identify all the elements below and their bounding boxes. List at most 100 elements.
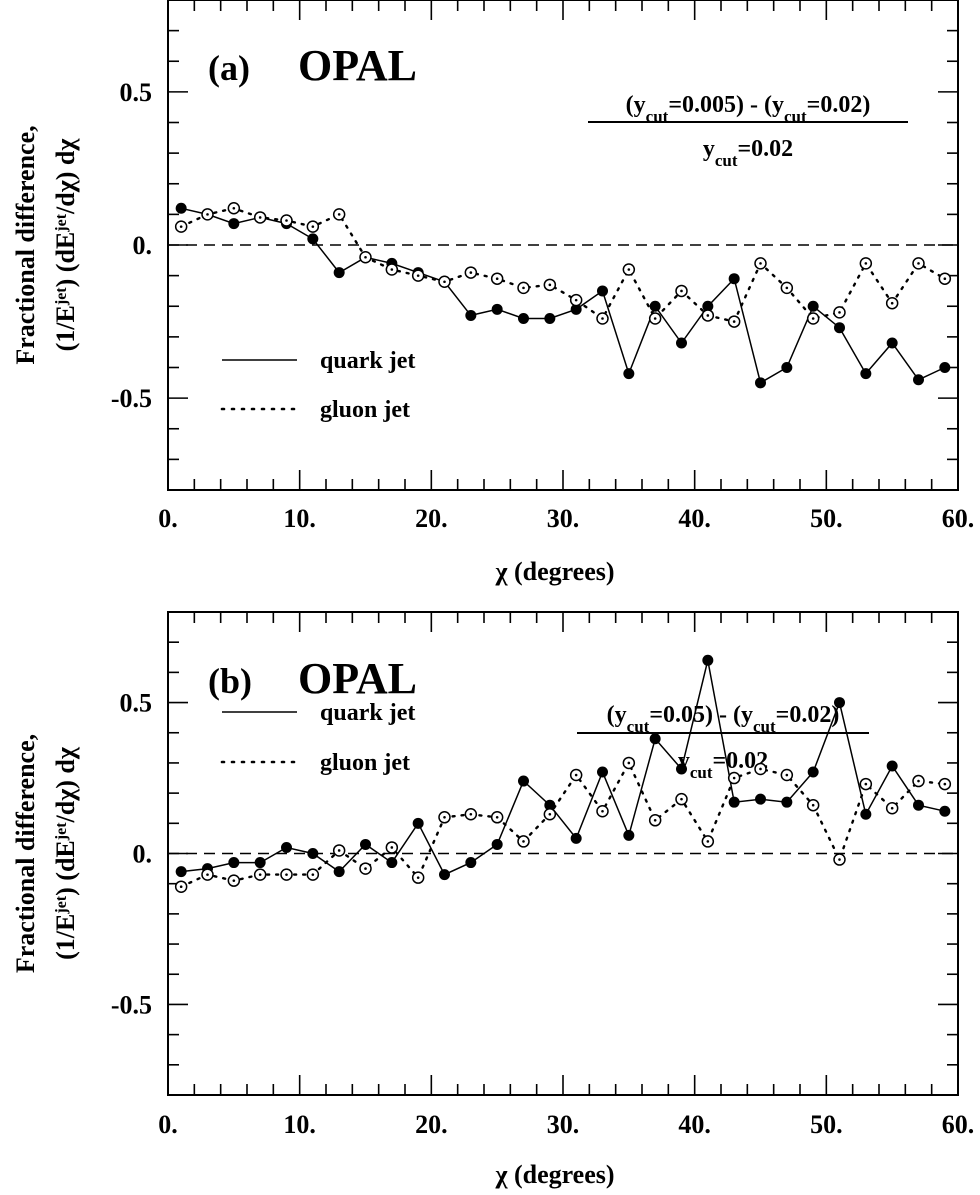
gluon-jet-point-center bbox=[390, 846, 394, 849]
quark-jet-point bbox=[939, 805, 951, 817]
quark-jet-point bbox=[228, 857, 240, 869]
gluon-jet-line bbox=[179, 760, 946, 888]
x-tick-label: 50. bbox=[810, 504, 843, 533]
y-tick-label: 0.5 bbox=[120, 689, 153, 718]
quark-jet-point bbox=[439, 869, 450, 881]
gluon-jet-point-center bbox=[443, 280, 446, 284]
quark-jet-point bbox=[333, 866, 345, 878]
quark-jet-point bbox=[597, 285, 608, 297]
quark-jet-point bbox=[649, 300, 661, 312]
quark-jet-point bbox=[623, 368, 635, 380]
quark-jet-point bbox=[781, 362, 793, 373]
gluon-jet-point-center bbox=[864, 262, 868, 265]
gluon-jet-point-center bbox=[443, 815, 446, 819]
quark-jet-point bbox=[597, 766, 608, 778]
gluon-jet-point-center bbox=[232, 879, 236, 882]
quark-jet-point bbox=[755, 793, 766, 805]
quark-jet-point bbox=[544, 799, 556, 811]
gluon-jet-point-center bbox=[258, 873, 262, 876]
gluon-jet-point-center bbox=[416, 274, 420, 277]
quark-jet-point bbox=[412, 817, 424, 829]
y-tick-label: 0.5 bbox=[120, 78, 153, 107]
quark-jet-point bbox=[360, 838, 371, 850]
y-axis-title-line2: (1/Ejet) (dEjet/dχ) dχ bbox=[51, 746, 80, 960]
formula-part: =0.02 bbox=[737, 136, 793, 162]
y-tick-label: -0.5 bbox=[111, 990, 152, 1019]
quark-jet-point bbox=[307, 233, 319, 245]
x-tick-label: 30. bbox=[547, 504, 580, 533]
formula-denominator: ycut=0.02 bbox=[703, 136, 793, 170]
quark-jet-point bbox=[860, 368, 872, 380]
formula-sub: cut bbox=[753, 717, 776, 736]
y-axis-title-sup: jet bbox=[53, 287, 70, 306]
gluon-jet-point-center bbox=[838, 311, 841, 314]
quark-jet-point bbox=[333, 267, 345, 279]
gluon-jet-point-center bbox=[785, 286, 789, 290]
quark-jet-point bbox=[491, 838, 503, 850]
gluon-jet-point-center bbox=[759, 262, 762, 265]
experiment-label: OPAL bbox=[298, 41, 417, 90]
gluon-jet-point-center bbox=[864, 782, 868, 786]
y-axis-title-sup: jet bbox=[53, 895, 70, 914]
formula-part: =0.05) - (y bbox=[649, 702, 753, 728]
y-axis-title-part: ) (dE bbox=[51, 232, 80, 288]
gluon-jet-point-center bbox=[548, 283, 552, 287]
y-axis-title-line2: (1/Ejet) (dEjet/dχ) dχ bbox=[51, 138, 80, 352]
gluon-jet-point-center bbox=[522, 840, 525, 843]
quark-jet-point bbox=[491, 303, 503, 315]
formula-numerator: (ycut=0.005) - (ycut=0.02) bbox=[626, 92, 871, 126]
formula-sub: cut bbox=[646, 107, 669, 126]
y-axis-title-part: (1/E bbox=[51, 914, 80, 960]
gluon-jet-point-center bbox=[601, 317, 604, 320]
gluon-jet-point-center bbox=[917, 779, 920, 783]
x-tick-label: 0. bbox=[158, 1110, 178, 1139]
x-tick-label: 10. bbox=[283, 504, 316, 533]
y-axis-title-part: /dχ) dχ bbox=[51, 138, 80, 215]
formula-part: (y bbox=[626, 92, 646, 118]
y-tick-label: 0. bbox=[133, 231, 153, 260]
formula-part: =0.02) bbox=[776, 702, 840, 728]
y-axis-title-line1: Fractional difference, bbox=[11, 125, 40, 364]
gluon-jet-point-center bbox=[416, 876, 420, 879]
gluon-jet-point-center bbox=[364, 867, 367, 870]
gluon-jet-point-center bbox=[574, 773, 578, 777]
gluon-jet-point-center bbox=[206, 873, 209, 876]
gluon-jet-point-center bbox=[653, 818, 657, 822]
quark-jet-point bbox=[676, 763, 687, 775]
quark-jet-point bbox=[807, 766, 819, 778]
quark-jet-line bbox=[181, 207, 946, 384]
y-axis-title-sup: jet bbox=[53, 213, 70, 232]
x-tick-label: 50. bbox=[810, 1110, 843, 1139]
x-tick-label: 20. bbox=[415, 1110, 448, 1139]
y-axis-title-part: (1/E bbox=[51, 305, 80, 351]
x-tick-label: 60. bbox=[942, 504, 975, 533]
quark-jet-point bbox=[939, 362, 951, 373]
gluon-jet-point-center bbox=[811, 803, 815, 807]
x-tick-label: 40. bbox=[678, 504, 711, 533]
quark-jet-point bbox=[623, 829, 635, 841]
quark-jet-point bbox=[728, 796, 740, 808]
y-axis-title-part: /dχ) dχ bbox=[51, 746, 80, 823]
gluon-jet-point-center bbox=[206, 213, 209, 216]
quark-jet-point bbox=[913, 374, 924, 386]
quark-jet-point bbox=[175, 866, 187, 878]
quark-jet-point bbox=[570, 303, 582, 315]
gluon-jet-point-center bbox=[311, 873, 315, 876]
x-tick-label: 10. bbox=[283, 1110, 316, 1139]
formula-sub: cut bbox=[627, 717, 650, 736]
gluon-jet-point-center bbox=[495, 815, 499, 819]
panel-label: (b) bbox=[208, 661, 252, 701]
quark-jet-point bbox=[886, 760, 898, 772]
panel-a: 0. 10. 20. 30. 40. 50. 60. 0.5 0. -0.5 χ (degrees)… bbox=[11, 0, 974, 586]
quark-jet-point bbox=[465, 857, 477, 869]
x-tick-label: 30. bbox=[547, 1110, 580, 1139]
panel-b: 0. 10. 20. 30. 40. 50. 60. 0.5 0. -0.5 χ (degrees)… bbox=[11, 611, 974, 1189]
formula-sub: cut bbox=[784, 107, 807, 126]
formula-part: y bbox=[703, 136, 715, 162]
legend-label: gluon jet bbox=[320, 750, 410, 776]
x-tick-label: 40. bbox=[678, 1110, 711, 1139]
x-tick-label: 0. bbox=[158, 504, 178, 533]
formula-sub: cut bbox=[715, 151, 738, 170]
gluon-jet-point-center bbox=[337, 213, 341, 216]
gluon-jet-point-center bbox=[917, 262, 920, 265]
